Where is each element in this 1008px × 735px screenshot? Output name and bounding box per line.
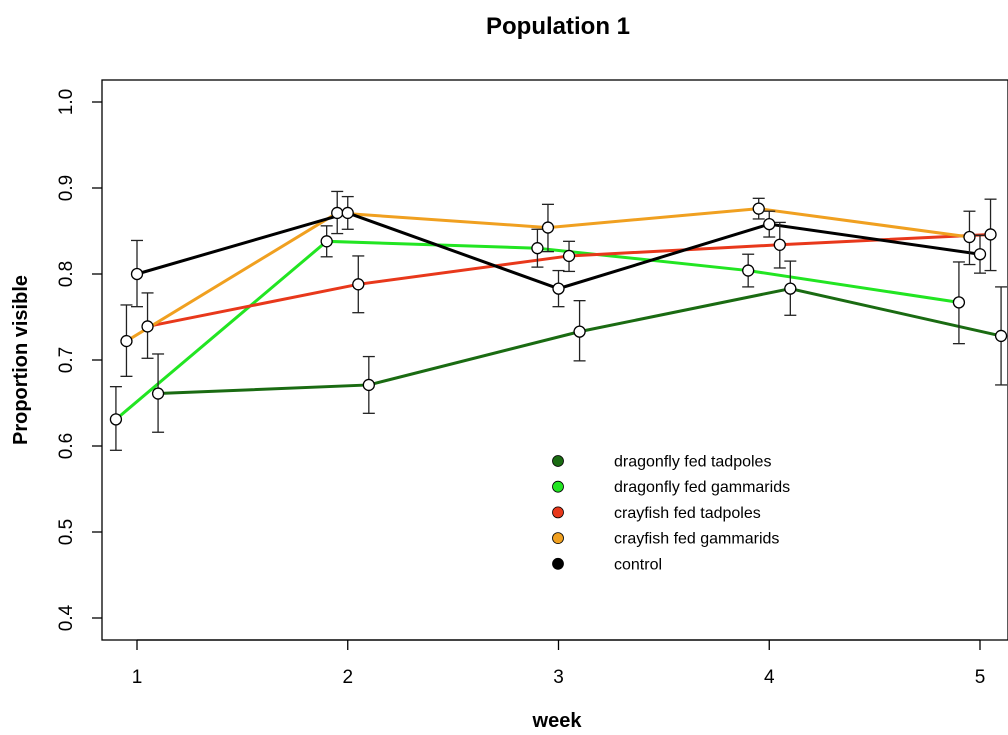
data-point	[784, 282, 797, 295]
legend-label: dragonfly fed gammarids	[614, 479, 790, 496]
series-markers-dragonfly-fed-gammarids	[109, 225, 966, 451]
legend-label: control	[614, 556, 662, 573]
data-point	[331, 206, 344, 220]
x-tick-label: 2	[342, 667, 353, 688]
chart-title: Population 1	[486, 13, 630, 40]
x-axis-title: week	[532, 710, 583, 732]
plot-frame	[101, 79, 1008, 641]
series-dragonfly-fed-gammarids	[114, 239, 960, 421]
series-markers-crayfish-fed-gammarids	[120, 190, 976, 377]
legend-label: crayfish fed tadpoles	[614, 505, 761, 522]
data-point	[773, 238, 786, 251]
data-point	[320, 235, 333, 248]
axes: 1 2 3 4 5 0.4 0.5 0.6 0.7 0.8 0.9 1.0	[56, 89, 985, 688]
y-axis-title: Proportion visible	[10, 275, 32, 445]
x-tick-label: 1	[132, 667, 143, 688]
y-tick-label: 0.5	[56, 519, 77, 545]
legend-label: crayfish fed gammarids	[614, 531, 779, 548]
data-point	[994, 329, 1008, 343]
y-tick-label: 0.4	[56, 604, 77, 631]
legend-marker	[552, 557, 564, 570]
series-markers-control	[130, 195, 987, 308]
legend-label: dragonfly fed tadpoles	[614, 454, 771, 471]
x-tick-label: 5	[975, 667, 986, 688]
data-point	[963, 230, 976, 244]
data-point	[984, 228, 997, 241]
legend-marker	[552, 455, 564, 467]
legend: dragonfly fed tadpoles dragonfly fed gamm…	[552, 454, 790, 573]
data-point	[952, 296, 966, 309]
series-line	[114, 239, 960, 421]
series-markers-crayfish-fed-tadpoles	[141, 198, 997, 359]
data-point	[352, 278, 365, 291]
legend-marker	[552, 532, 564, 544]
data-point	[763, 217, 776, 231]
data-point	[573, 325, 586, 338]
y-tick-label: 0.7	[56, 347, 77, 373]
data-point	[362, 378, 375, 392]
data-point	[109, 413, 123, 426]
data-point	[130, 267, 144, 281]
legend-marker	[552, 480, 564, 493]
data-point	[151, 387, 165, 400]
series-layer	[109, 190, 1008, 451]
x-tick-label: 4	[764, 667, 775, 688]
y-tick-label: 0.9	[56, 175, 77, 201]
data-point	[552, 282, 565, 295]
data-point	[562, 249, 576, 263]
data-point	[341, 206, 354, 220]
data-point	[541, 221, 555, 234]
data-point	[531, 242, 544, 255]
series-markers-dragonfly-fed-tadpoles	[151, 260, 1008, 433]
x-tick-label: 3	[553, 667, 564, 688]
legend-marker	[552, 506, 564, 519]
y-tick-label: 0.6	[56, 433, 77, 459]
data-point	[973, 248, 987, 261]
data-point	[141, 320, 154, 333]
data-point	[120, 334, 133, 348]
data-point	[742, 264, 755, 277]
y-tick-label: 0.8	[56, 261, 77, 287]
y-tick-label: 1.0	[56, 89, 77, 115]
data-point	[752, 202, 765, 215]
